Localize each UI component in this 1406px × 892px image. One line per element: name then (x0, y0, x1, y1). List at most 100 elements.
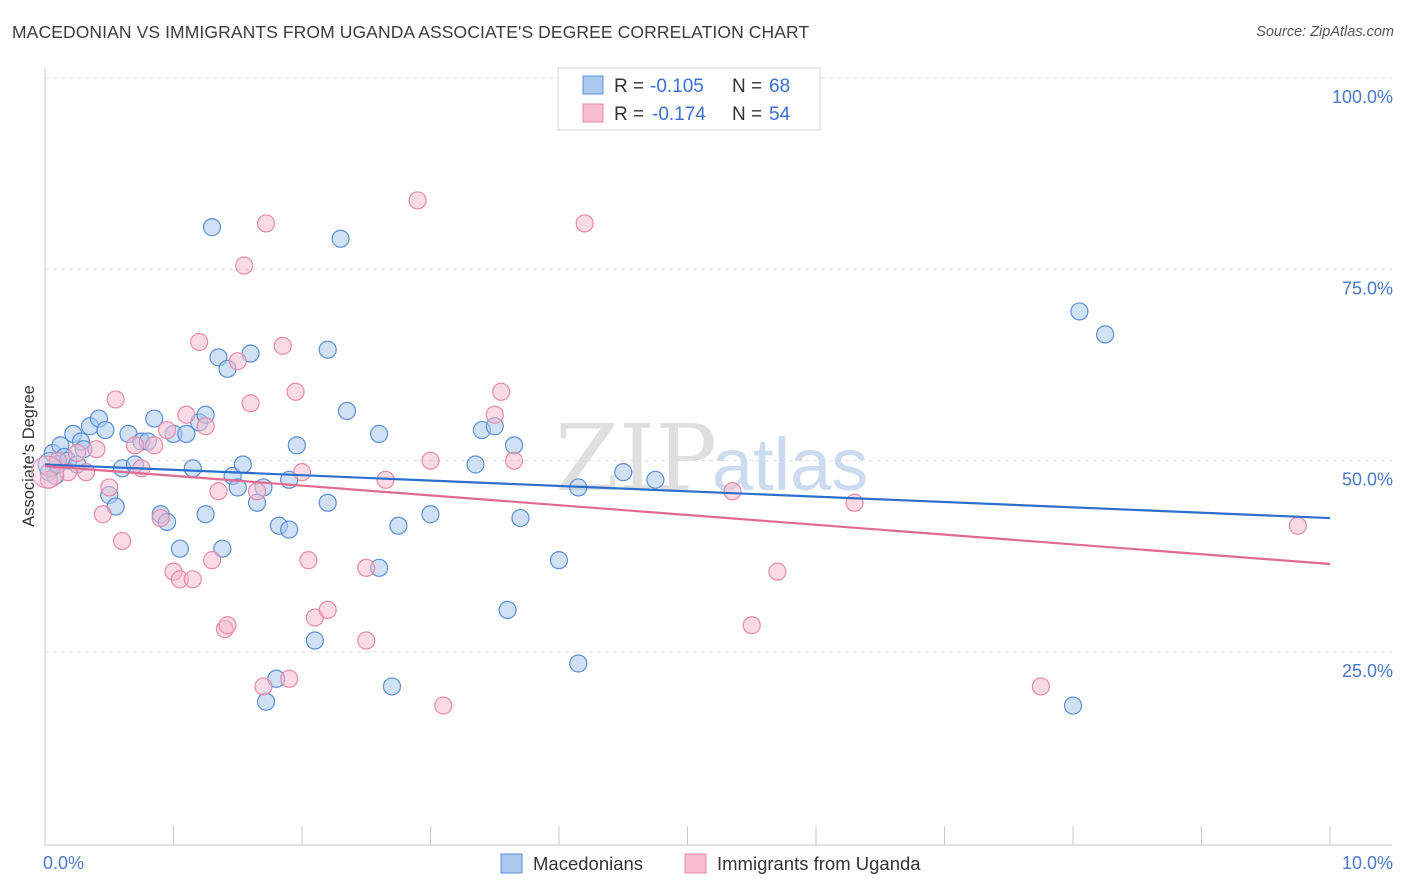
point-uganda-18 (183, 570, 202, 589)
point-macedonian-52 (370, 424, 389, 443)
point-uganda-44 (485, 405, 504, 424)
point-macedonian-60 (498, 600, 517, 620)
point-macedonian-21 (145, 409, 164, 428)
point-uganda-42 (421, 451, 440, 470)
point-uganda-43 (434, 696, 453, 715)
top-legend: R = -0.105 N = 68 R = -0.174 N = 54 (557, 67, 821, 131)
point-macedonian-56 (421, 505, 440, 524)
point-macedonian-29 (196, 505, 215, 524)
legend-r-label-1: R = (614, 76, 644, 97)
point-macedonian-48 (318, 493, 337, 512)
point-macedonian-68 (1063, 696, 1083, 715)
point-uganda-19 (190, 332, 209, 352)
point-macedonian-37 (233, 455, 252, 474)
point-uganda-21 (202, 551, 222, 570)
point-uganda-41 (408, 191, 427, 210)
point-macedonian-45 (280, 520, 299, 539)
point-macedonian-55 (389, 516, 408, 535)
point-uganda-31 (273, 336, 292, 355)
point-uganda-45 (492, 382, 511, 401)
point-uganda-22 (209, 482, 228, 501)
legend-swatch-pink (582, 103, 604, 123)
point-uganda-25 (228, 352, 247, 371)
legend-n-label-1: N = (732, 76, 762, 97)
point-macedonian-13 (96, 420, 115, 440)
point-macedonian-47 (305, 631, 324, 650)
y-tick-labels: 25.0% 50.0% 75.0% 100.0% (1332, 87, 1393, 681)
x-tick-label-start: 0.0% (43, 853, 84, 873)
point-macedonian-26 (177, 424, 196, 443)
point-uganda-53 (1288, 516, 1307, 535)
legend-n-label-2: N = (732, 104, 762, 125)
point-uganda-26 (235, 256, 254, 275)
point-macedonian-27 (183, 459, 202, 478)
legend-r-value-2: -0.174 (652, 104, 706, 125)
point-macedonian-51 (337, 401, 357, 421)
point-uganda-37 (318, 600, 337, 620)
y-tick-label-75: 75.0% (1342, 278, 1393, 298)
point-uganda-52 (1031, 677, 1050, 696)
trend-lines (44, 463, 1331, 566)
point-uganda-46 (504, 451, 524, 470)
point-macedonian-54 (382, 677, 402, 696)
source-label: Source: ZipAtlas.com (1256, 24, 1394, 40)
point-uganda-8 (106, 390, 125, 409)
point-macedonian-46 (287, 436, 306, 455)
point-macedonian-50 (331, 229, 350, 248)
point-uganda-10 (125, 436, 145, 455)
point-uganda-cluster (31, 455, 65, 489)
trend-line-uganda (44, 464, 1331, 566)
legend-swatch-blue (582, 75, 604, 95)
point-macedonian-67 (646, 470, 665, 489)
point-uganda-3 (68, 443, 87, 463)
point-macedonian-70 (1096, 325, 1115, 344)
bottom-legend-label-pink: Immigrants from Uganda (717, 853, 921, 874)
point-uganda-33 (286, 382, 305, 401)
point-macedonian-49 (318, 340, 337, 359)
point-uganda-14 (157, 420, 177, 440)
point-uganda-7 (100, 478, 119, 497)
y-tick-label-25: 25.0% (1342, 661, 1393, 681)
point-uganda-47 (575, 214, 594, 233)
grid-lines (45, 77, 1392, 653)
point-uganda-48 (723, 482, 742, 501)
point-macedonian-36 (228, 478, 247, 497)
point-uganda-9 (112, 531, 132, 551)
point-uganda-17 (177, 405, 196, 424)
point-uganda-51 (845, 493, 864, 512)
bottom-legend-swatch-pink (684, 853, 707, 874)
point-uganda-39 (357, 631, 376, 650)
point-macedonian-25 (170, 539, 190, 558)
y-axis-label: Associate's Degree (20, 385, 38, 527)
point-macedonian-69 (1070, 302, 1089, 321)
point-uganda-30 (256, 214, 276, 233)
point-uganda-24 (218, 616, 237, 635)
legend-r-label-2: R = (614, 104, 644, 125)
point-uganda-12 (145, 436, 164, 455)
point-uganda-34 (292, 463, 312, 482)
chart-title: MACEDONIAN VS IMMIGRANTS FROM UGANDA ASS… (12, 22, 810, 42)
point-uganda-29 (254, 677, 273, 696)
legend-n-value-2: 54 (769, 104, 791, 125)
bottom-legend: Macedonians Immigrants from Uganda (500, 853, 921, 874)
point-uganda-32 (280, 669, 299, 688)
bottom-legend-label-blue: Macedonians (533, 853, 643, 874)
point-uganda-20 (196, 417, 215, 436)
point-macedonian-57 (466, 455, 485, 474)
point-uganda-49 (742, 616, 761, 635)
point-macedonian-62 (511, 508, 530, 528)
point-uganda-13 (151, 508, 170, 528)
point-macedonian-41 (256, 692, 276, 711)
point-macedonian-30 (202, 218, 222, 237)
point-uganda-38 (357, 558, 376, 577)
point-uganda-50 (768, 562, 787, 581)
x-tick-label-end: 10.0% (1342, 853, 1393, 873)
point-uganda-27 (241, 394, 260, 413)
point-uganda-6 (93, 505, 112, 524)
point-macedonian-33 (213, 539, 232, 558)
bottom-legend-swatch-blue (500, 853, 523, 874)
point-uganda-28 (247, 482, 267, 501)
trend-line-macedonians (44, 463, 1331, 520)
point-macedonian-64 (569, 654, 588, 673)
